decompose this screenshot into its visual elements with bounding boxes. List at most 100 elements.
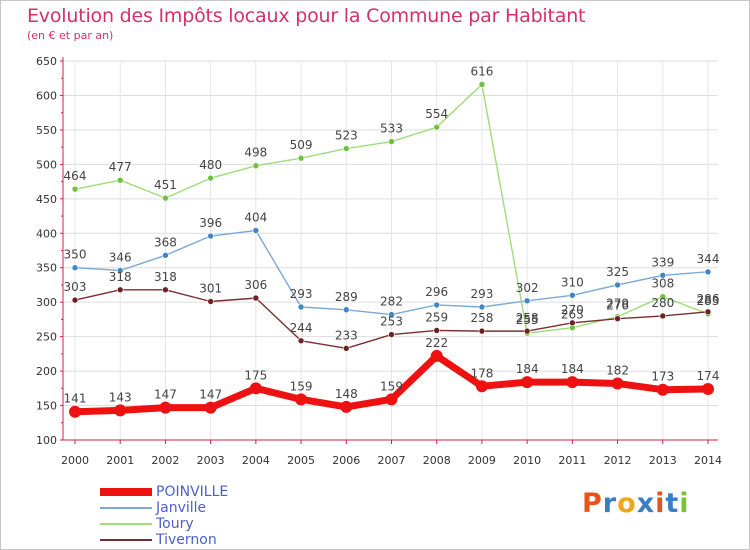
logo-letter: i (679, 488, 690, 519)
legend-label: POINVILLE (156, 484, 229, 500)
y-tick-label: 500 (36, 158, 57, 171)
data-point-janville (388, 311, 395, 318)
legend-swatch (100, 539, 152, 541)
data-label-tivernon: 301 (199, 281, 222, 295)
data-point-tivernon (614, 315, 621, 323)
data-label-tivernon: 306 (244, 278, 267, 292)
data-point-poinville (114, 404, 127, 417)
data-label-tivernon: 233 (335, 328, 358, 342)
data-label-toury: 498 (244, 146, 267, 160)
logo-letter: P (582, 488, 603, 519)
data-label-tivernon: 253 (380, 315, 403, 329)
data-point-poinville (249, 382, 262, 395)
data-label-tivernon: 270 (561, 303, 584, 317)
x-tick-label: 2010 (513, 454, 541, 467)
data-point-toury (71, 185, 79, 193)
data-point-tivernon (433, 327, 441, 334)
legend-label: Toury (156, 516, 194, 532)
data-point-tivernon (342, 345, 350, 352)
data-point-tivernon (162, 286, 169, 294)
data-point-toury (388, 138, 395, 145)
data-label-toury: 554 (425, 107, 448, 121)
x-tick-label: 2006 (332, 454, 360, 467)
data-label-toury: 464 (64, 169, 87, 183)
y-tick-label: 650 (36, 55, 57, 68)
data-point-janville (433, 301, 441, 309)
data-point-poinville (475, 380, 488, 393)
y-tick-label: 250 (36, 331, 57, 344)
data-point-janville (162, 252, 169, 259)
legend-swatch (100, 523, 152, 525)
data-point-toury (162, 194, 169, 202)
data-label-poinville: 147 (154, 388, 177, 402)
x-tick-label: 2012 (604, 454, 632, 467)
y-tick-label: 600 (36, 89, 57, 102)
data-label-toury: 523 (335, 129, 358, 143)
data-label-janville: 289 (335, 290, 358, 304)
y-tick-label: 450 (36, 193, 57, 206)
data-point-janville (116, 267, 124, 274)
x-tick-label: 2011 (558, 454, 586, 467)
data-label-tivernon: 276 (606, 299, 629, 313)
data-label-janville: 293 (470, 287, 493, 301)
data-label-janville: 368 (154, 235, 177, 249)
data-label-poinville: 174 (697, 369, 720, 383)
legend-label: Tivernon (156, 532, 217, 548)
data-point-poinville (611, 377, 624, 390)
data-point-tivernon (659, 312, 667, 320)
data-point-poinville (430, 349, 443, 362)
x-tick-label: 2014 (694, 454, 722, 467)
data-label-janville: 296 (425, 285, 448, 299)
data-label-toury: 480 (199, 158, 222, 172)
data-label-poinville: 178 (470, 366, 493, 380)
data-label-tivernon: 318 (154, 270, 177, 284)
data-point-toury (659, 293, 667, 300)
data-point-tivernon (116, 286, 124, 294)
data-point-tivernon (569, 319, 576, 327)
x-tick-label: 2004 (242, 454, 270, 467)
data-label-poinville: 184 (561, 362, 584, 376)
x-tick-label: 2009 (468, 454, 496, 467)
data-point-poinville (566, 376, 579, 389)
data-point-poinville (69, 405, 81, 418)
data-point-tivernon (388, 331, 395, 338)
x-tick-label: 2001 (106, 454, 134, 467)
data-point-janville (297, 303, 305, 311)
logo-letter: x (636, 488, 656, 519)
data-point-toury (252, 162, 260, 170)
legend-swatch (100, 488, 152, 496)
data-label-tivernon: 303 (64, 280, 87, 294)
proxiti-logo: Proxiti (582, 488, 690, 519)
data-point-tivernon (207, 298, 214, 305)
legend-swatch (100, 507, 152, 509)
data-point-poinville (702, 383, 714, 396)
data-label-poinville: 143 (109, 390, 132, 404)
data-label-janville: 325 (606, 265, 629, 279)
data-point-toury (116, 176, 124, 184)
data-label-tivernon: 244 (290, 321, 313, 335)
data-label-janville: 346 (109, 250, 132, 264)
data-point-tivernon (704, 308, 712, 316)
data-label-toury: 533 (380, 122, 403, 136)
x-tick-label: 2008 (423, 454, 451, 467)
legend-label: Janville (156, 500, 207, 516)
data-point-poinville (340, 400, 353, 413)
data-point-poinville (295, 393, 308, 406)
data-point-janville (252, 227, 260, 234)
x-tick-label: 2007 (378, 454, 406, 467)
logo-letter: t (665, 488, 680, 519)
data-label-janville: 404 (244, 211, 267, 225)
data-label-toury: 263 (561, 308, 584, 322)
data-label-janville: 339 (651, 255, 674, 269)
data-label-toury: 451 (154, 178, 177, 192)
x-tick-label: 2005 (287, 454, 315, 467)
y-tick-label: 150 (36, 400, 57, 413)
data-label-tivernon: 258 (516, 311, 539, 325)
x-tick-label: 2003 (197, 454, 225, 467)
data-point-poinville (521, 376, 534, 389)
data-point-poinville (159, 401, 172, 414)
data-label-poinville: 141 (64, 392, 87, 406)
data-label-poinville: 147 (199, 388, 222, 402)
